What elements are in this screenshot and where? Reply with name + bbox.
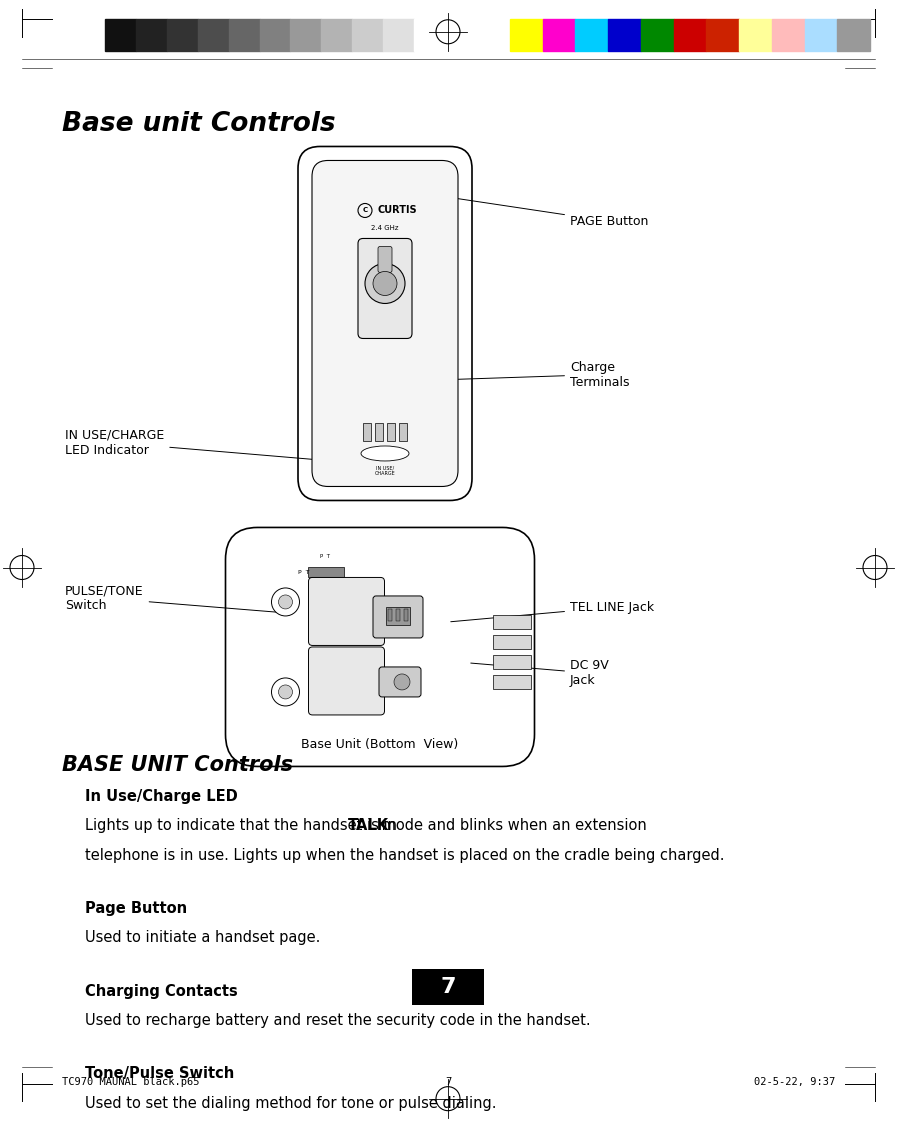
FancyBboxPatch shape bbox=[298, 146, 472, 501]
Bar bbox=[576, 19, 608, 51]
Bar bbox=[414, 19, 445, 51]
Bar bbox=[404, 609, 408, 621]
Circle shape bbox=[272, 678, 300, 706]
FancyBboxPatch shape bbox=[309, 647, 385, 715]
Bar bbox=[167, 19, 197, 51]
Text: Page Button: Page Button bbox=[85, 901, 187, 916]
Bar bbox=[837, 19, 870, 51]
Bar bbox=[805, 19, 837, 51]
Text: 7: 7 bbox=[445, 1077, 451, 1086]
Text: P  T: P T bbox=[298, 570, 309, 575]
FancyBboxPatch shape bbox=[309, 578, 385, 646]
Bar bbox=[492, 634, 530, 649]
Bar bbox=[387, 423, 395, 442]
Text: TALK: TALK bbox=[348, 818, 389, 833]
Text: CHARGE: CHARGE bbox=[375, 471, 396, 477]
Text: In Use/Charge LED: In Use/Charge LED bbox=[85, 789, 238, 804]
Text: Charging Contacts: Charging Contacts bbox=[85, 984, 238, 999]
Text: IN USE/CHARGE
LED Indicator: IN USE/CHARGE LED Indicator bbox=[65, 429, 327, 461]
Bar bbox=[706, 19, 739, 51]
Text: TEL LINE Jack: TEL LINE Jack bbox=[451, 600, 654, 622]
FancyBboxPatch shape bbox=[312, 160, 458, 487]
Text: 2.4 GHz: 2.4 GHz bbox=[371, 226, 399, 232]
Text: C: C bbox=[362, 208, 368, 213]
Circle shape bbox=[365, 263, 405, 303]
Circle shape bbox=[394, 674, 410, 690]
Text: Lights up to indicate that the handset is in: Lights up to indicate that the handset i… bbox=[85, 818, 402, 833]
Ellipse shape bbox=[361, 446, 409, 461]
Circle shape bbox=[278, 684, 292, 699]
Text: Base Unit (Bottom  View): Base Unit (Bottom View) bbox=[301, 738, 458, 750]
Text: mode and blinks when an extension: mode and blinks when an extension bbox=[377, 818, 647, 833]
Bar bbox=[291, 19, 321, 51]
Bar bbox=[383, 19, 414, 51]
Bar bbox=[136, 19, 167, 51]
FancyBboxPatch shape bbox=[358, 238, 412, 338]
FancyBboxPatch shape bbox=[225, 528, 535, 766]
Bar bbox=[388, 609, 392, 621]
Bar bbox=[308, 568, 344, 578]
Bar bbox=[105, 19, 136, 51]
Text: DC 9V
Jack: DC 9V Jack bbox=[471, 659, 609, 687]
Bar bbox=[259, 19, 291, 51]
FancyBboxPatch shape bbox=[378, 246, 392, 272]
Bar bbox=[386, 607, 410, 625]
Bar bbox=[543, 19, 576, 51]
Text: Charge
Terminals: Charge Terminals bbox=[432, 361, 630, 388]
Bar bbox=[396, 609, 400, 621]
Bar bbox=[739, 19, 771, 51]
Bar bbox=[399, 423, 407, 442]
Text: IN USE/: IN USE/ bbox=[376, 465, 394, 471]
Text: 7: 7 bbox=[440, 977, 456, 998]
Bar bbox=[353, 19, 383, 51]
Bar bbox=[412, 969, 484, 1006]
Bar bbox=[510, 19, 543, 51]
Bar bbox=[492, 615, 530, 629]
Bar bbox=[608, 19, 641, 51]
Text: PULSE/TONE
Switch: PULSE/TONE Switch bbox=[65, 585, 283, 613]
Text: Used to set the dialing method for tone or pulse dialing.: Used to set the dialing method for tone … bbox=[85, 1095, 497, 1111]
Text: CURTIS: CURTIS bbox=[377, 205, 416, 216]
Bar bbox=[771, 19, 805, 51]
Circle shape bbox=[272, 588, 300, 616]
Bar bbox=[229, 19, 259, 51]
Bar bbox=[674, 19, 706, 51]
Bar bbox=[363, 423, 371, 442]
Text: P  T: P T bbox=[320, 555, 330, 560]
Text: 02-5-22, 9:37: 02-5-22, 9:37 bbox=[753, 1077, 835, 1086]
Bar bbox=[641, 19, 674, 51]
Circle shape bbox=[373, 271, 397, 295]
FancyBboxPatch shape bbox=[379, 667, 421, 697]
Bar bbox=[492, 655, 530, 669]
Text: Used to initiate a handset page.: Used to initiate a handset page. bbox=[85, 931, 320, 945]
Text: BASE UNIT Controls: BASE UNIT Controls bbox=[62, 755, 293, 775]
Text: Used to recharge battery and reset the security code in the handset.: Used to recharge battery and reset the s… bbox=[85, 1014, 590, 1028]
Text: PAGE Button: PAGE Button bbox=[422, 193, 649, 228]
Text: Base unit Controls: Base unit Controls bbox=[62, 111, 335, 137]
Text: Tone/Pulse Switch: Tone/Pulse Switch bbox=[85, 1066, 234, 1082]
Bar bbox=[321, 19, 353, 51]
Text: telephone is in use. Lights up when the handset is placed on the cradle being ch: telephone is in use. Lights up when the … bbox=[85, 848, 725, 863]
Bar bbox=[197, 19, 229, 51]
Bar bbox=[492, 675, 530, 689]
Circle shape bbox=[278, 595, 292, 609]
FancyBboxPatch shape bbox=[373, 596, 423, 638]
Bar bbox=[375, 423, 383, 442]
Text: TC970 MAUNAL black.p65: TC970 MAUNAL black.p65 bbox=[62, 1077, 199, 1086]
